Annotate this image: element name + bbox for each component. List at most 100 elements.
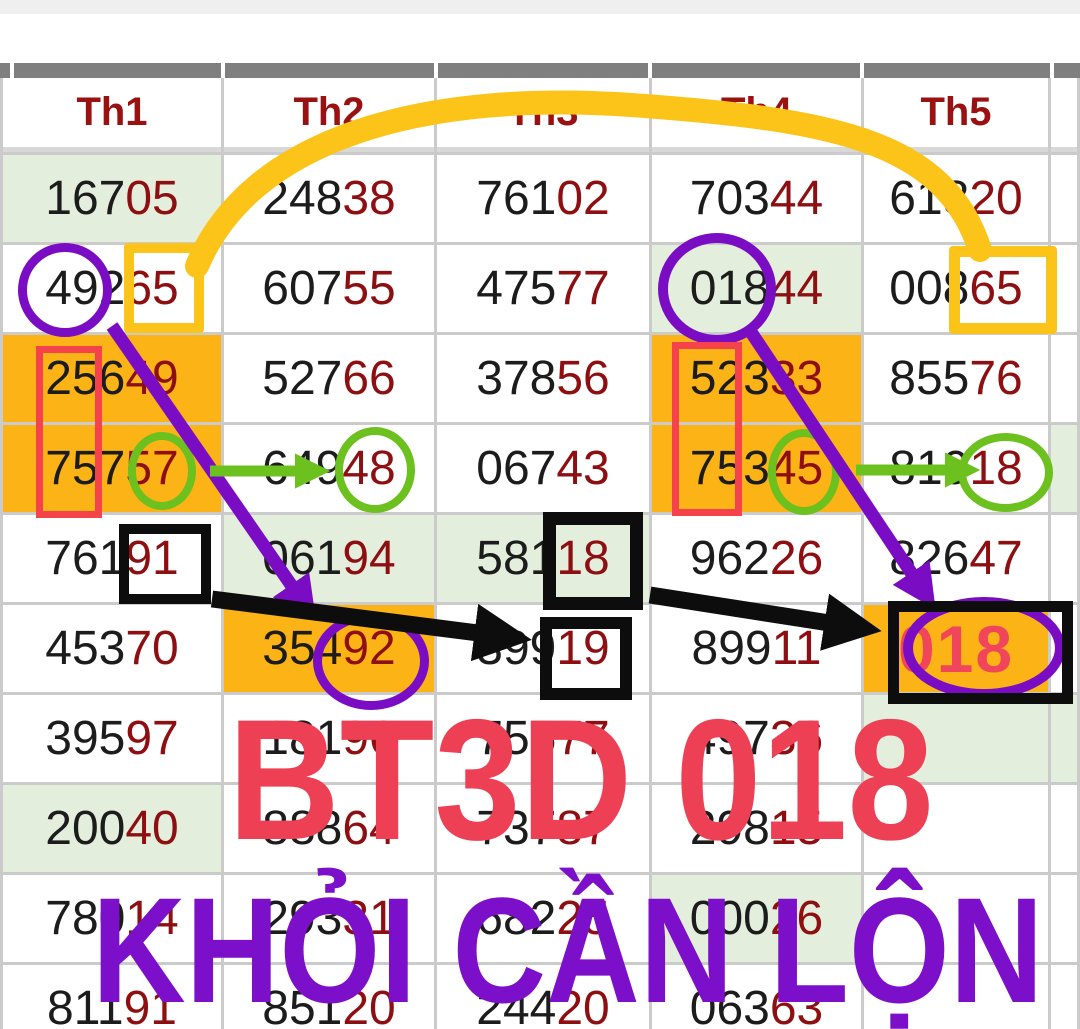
table-cell: 851 20 [224,965,434,1029]
digits-red: 36 [769,712,824,765]
table-cell: 755 77 [437,695,649,782]
table-cell: 618 20 [864,155,1048,242]
digits-black: 453 [45,622,126,675]
table-cell: 067 43 [437,425,649,512]
digits-black: 761 [476,172,557,225]
digits-red: 48 [342,442,396,495]
digits-black: 649 [262,442,343,495]
digits-black: 757 [45,442,126,495]
table-cell: 826 47 [864,515,1048,602]
digits-black: 523 [689,352,770,405]
digits-red: 20 [969,172,1023,225]
digits-black: 811 [47,982,124,1029]
digits-black: 899 [691,622,772,675]
digits-black: 819 [889,442,970,495]
digits-black: 761 [45,532,126,585]
digits-red: 66 [342,352,396,405]
column-header-empty [1051,78,1077,152]
digits-red: 45 [769,442,824,495]
table-cell [1051,875,1077,962]
digits-black: 527 [262,352,343,405]
digits-red: 56 [556,352,610,405]
digits-red: 31 [342,892,396,945]
digits-black: 753 [689,442,770,495]
digits-red: 20 [556,982,610,1029]
header-bar-segment [0,63,10,78]
table-cell: 395 97 [3,695,221,782]
table-cell: 200 40 [3,785,221,872]
top-strip [0,0,1080,14]
digits-red: 26 [769,892,824,945]
table-cell: 899 11 [652,605,861,692]
digits-red: 49 [125,352,179,405]
digits-red: 77 [556,262,610,315]
digits-black: 008 [889,262,970,315]
digits-red: 15 [769,802,824,855]
digits-black: 244 [476,982,557,1029]
digits-black: 063 [689,982,770,1029]
table-cell [1051,245,1077,332]
digits-black: 475 [476,262,557,315]
table-cell [1051,335,1077,422]
digits-red: 26 [769,532,824,585]
table-cell: 475 77 [437,245,649,332]
digits-red: 94 [342,532,396,585]
column-header-th3: Th3 [437,78,649,152]
digits-black: 492 [45,262,126,315]
digits-red: 57 [125,442,179,495]
digits-red: 64 [342,802,396,855]
digits-red: 18 [556,532,610,585]
table-cell [1051,785,1077,872]
table-cell: 018 [864,605,1048,692]
table-cell: 018 44 [652,245,861,332]
digits-red: 92 [342,622,396,675]
digits-red: 76 [969,352,1023,405]
table-cell: 527 66 [224,335,434,422]
table-cell: 523 33 [652,335,861,422]
digits-black: 780 [45,892,126,945]
digits-red: 33 [769,352,824,405]
table-cell: 962 26 [652,515,861,602]
table-cell: 737 87 [437,785,649,872]
digits-red: 55 [342,262,396,315]
table-cell [1051,965,1077,1029]
digits-red: 44 [769,172,824,225]
table-cell: 855 76 [864,335,1048,422]
digits-black: 855 [889,352,970,405]
header-bar-segment [14,63,221,78]
digits-red: 63 [769,982,824,1029]
digits-black: 256 [45,352,126,405]
table-cell: 008 65 [864,245,1048,332]
column-header-th5: Th5 [864,78,1048,152]
header-bar-segment [864,63,1050,78]
digits-black: 067 [476,442,557,495]
digits-black: 755 [476,712,557,765]
column-header-th2: Th2 [224,78,434,152]
table-cell: 811 91 [3,965,221,1029]
digits-black: 378 [476,352,557,405]
header-bar-segment [225,63,434,78]
table-cell: 497 36 [652,695,861,782]
table-cell: 248 38 [224,155,434,242]
table-cell: 757 57 [3,425,221,512]
table-cell: 453 70 [3,605,221,692]
digits-black: 888 [262,802,343,855]
digits-red: 018 [897,611,1015,686]
digits-black: 293 [262,892,343,945]
table-cell: 298 15 [652,785,861,872]
table-cell: 378 56 [437,335,649,422]
digits-red: 65 [969,262,1023,315]
column-header-th4: Th4 [652,78,861,152]
digits-red: 02 [556,172,610,225]
table-cell: 607 55 [224,245,434,332]
digits-black: 354 [262,622,343,675]
digits-red: 25 [556,892,610,945]
header-bar-segment [652,63,860,78]
digits-red: 44 [769,262,824,315]
digits-red: 40 [125,802,179,855]
lottery-table: Th1 Th2 Th3 Th4 Th5 167 05 248 38 761 02 703 44 618 20… [0,78,1080,1029]
digits-red: 91 [123,982,177,1029]
table-cell [1051,425,1077,512]
digits-black: 395 [45,712,126,765]
table-cell [1051,155,1077,242]
